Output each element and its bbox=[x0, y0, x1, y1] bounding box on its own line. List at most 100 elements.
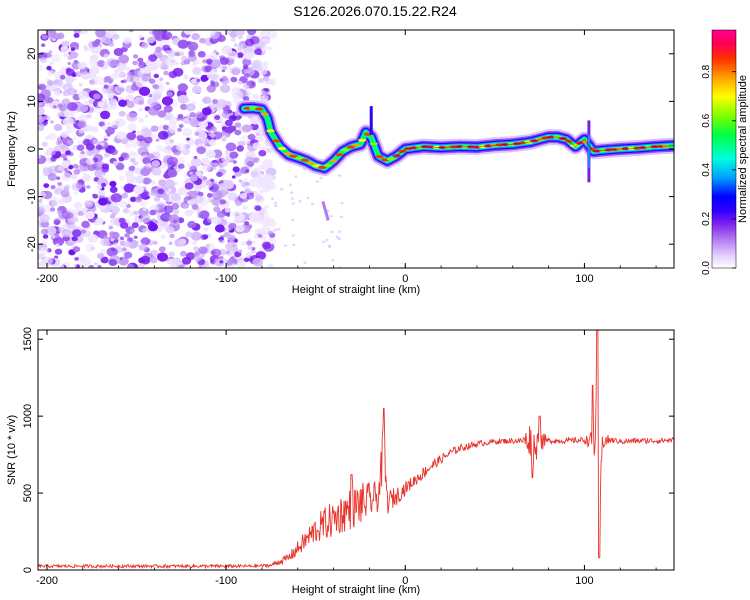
noise-speckle bbox=[138, 107, 144, 112]
noise-speckle bbox=[126, 100, 135, 109]
ridge-hotspot bbox=[346, 145, 355, 149]
noise-speckle bbox=[193, 255, 202, 262]
noise-speckle bbox=[126, 174, 137, 184]
noise-speckle bbox=[152, 84, 158, 89]
noise-speckle bbox=[101, 125, 108, 131]
snr-y-tick-label: 1000 bbox=[22, 404, 34, 428]
noise-speckle bbox=[165, 145, 172, 151]
noise-speckle bbox=[243, 257, 250, 263]
noise-speckle bbox=[226, 213, 231, 217]
noise-speckle bbox=[250, 116, 261, 125]
noise-speckle bbox=[134, 196, 143, 203]
noise-speckle bbox=[128, 165, 136, 172]
snr-y-label: SNR (10 * v/v) bbox=[6, 415, 18, 485]
noise-speckle bbox=[122, 79, 127, 83]
noise-speckle bbox=[166, 91, 173, 97]
noise-speckle bbox=[53, 145, 61, 152]
noise-speckle bbox=[74, 191, 79, 196]
noise-speckle bbox=[118, 156, 125, 162]
noise-speckle bbox=[133, 235, 138, 239]
noise-speckle bbox=[63, 168, 68, 172]
noise-speckle bbox=[212, 99, 219, 104]
ridge-spike bbox=[321, 200, 330, 221]
noise-speckle bbox=[59, 198, 66, 204]
noise-speckle bbox=[95, 30, 106, 38]
noise-speckle bbox=[83, 46, 90, 52]
noise-speckle bbox=[169, 258, 181, 268]
noise-speckle bbox=[43, 115, 50, 121]
noise-speckle bbox=[45, 226, 57, 236]
noise-speckle bbox=[208, 132, 214, 137]
noise-speckle bbox=[267, 231, 273, 236]
noise-speckle bbox=[223, 180, 234, 190]
noise-speckle bbox=[263, 61, 268, 66]
noise-speckle bbox=[253, 234, 259, 239]
noise-speckle bbox=[51, 235, 56, 239]
noise-speckle bbox=[126, 132, 137, 141]
noise-speckle bbox=[155, 138, 160, 142]
noise-speckle bbox=[171, 192, 181, 201]
noise-speckle bbox=[257, 164, 265, 171]
noise-speckle bbox=[148, 222, 158, 232]
noise-speckle bbox=[141, 42, 149, 49]
colorbar-tick-label: 0.6 bbox=[701, 113, 712, 127]
noise-speckle bbox=[60, 189, 70, 198]
noise-speckle bbox=[151, 160, 160, 168]
noise-speckle bbox=[70, 173, 78, 180]
colorbar-tick-label: 0.4 bbox=[701, 162, 712, 176]
noise-speckle bbox=[83, 199, 94, 208]
noise-speckle bbox=[222, 66, 227, 70]
noise-speckle bbox=[267, 46, 273, 51]
noise-speckle bbox=[191, 33, 200, 41]
noise-speckle bbox=[243, 84, 250, 89]
noise-speckle bbox=[73, 30, 81, 35]
noise-speckle bbox=[49, 207, 56, 212]
noise-speckle bbox=[121, 247, 127, 252]
noise-speckle bbox=[38, 199, 43, 203]
noise-speckle bbox=[103, 53, 110, 59]
noise-speckle bbox=[53, 105, 57, 109]
noise-speckle bbox=[41, 141, 48, 147]
noise-speckle bbox=[110, 238, 115, 242]
noise-speckle bbox=[172, 209, 180, 215]
noise-speckle bbox=[111, 247, 116, 252]
noise-speckle bbox=[230, 37, 236, 42]
noise-speckle bbox=[177, 94, 189, 104]
ridge-hotspot bbox=[289, 154, 298, 158]
noise-speckle bbox=[66, 212, 74, 219]
noise-speckle bbox=[238, 179, 243, 183]
noise-speckle bbox=[144, 162, 152, 169]
noise-speckle bbox=[89, 79, 95, 85]
noise-speckle bbox=[267, 220, 277, 228]
noise-speckle bbox=[195, 111, 204, 119]
noise-speckle bbox=[125, 66, 131, 72]
snr-x-tick-label: 100 bbox=[575, 575, 593, 587]
noise-speckle bbox=[84, 100, 88, 105]
noise-speckle bbox=[319, 176, 323, 180]
noise-speckle bbox=[126, 263, 135, 268]
noise-speckle bbox=[127, 237, 133, 243]
noise-speckle bbox=[80, 150, 85, 155]
spectrogram-y-tick-label: 10 bbox=[26, 95, 38, 107]
colorbar-label: Normalized spectral amplitude bbox=[737, 75, 749, 223]
noise-speckle bbox=[242, 64, 249, 70]
noise-speckle bbox=[72, 229, 82, 238]
noise-speckle bbox=[254, 48, 263, 55]
noise-speckle bbox=[135, 80, 145, 88]
noise-speckle bbox=[178, 163, 185, 169]
noise-speckle bbox=[103, 99, 108, 103]
noise-speckle bbox=[39, 191, 47, 198]
noise-speckle bbox=[123, 241, 132, 248]
noise-speckle bbox=[183, 59, 191, 65]
noise-speckle bbox=[191, 204, 199, 210]
noise-speckle bbox=[72, 263, 78, 268]
noise-speckle bbox=[96, 184, 103, 190]
noise-speckle bbox=[65, 75, 75, 84]
noise-speckle bbox=[156, 145, 165, 152]
noise-speckle bbox=[77, 140, 84, 146]
noise-speckle bbox=[219, 57, 229, 65]
noise-speckle bbox=[40, 239, 47, 245]
colorbar-tick-label: 0.8 bbox=[701, 64, 712, 78]
